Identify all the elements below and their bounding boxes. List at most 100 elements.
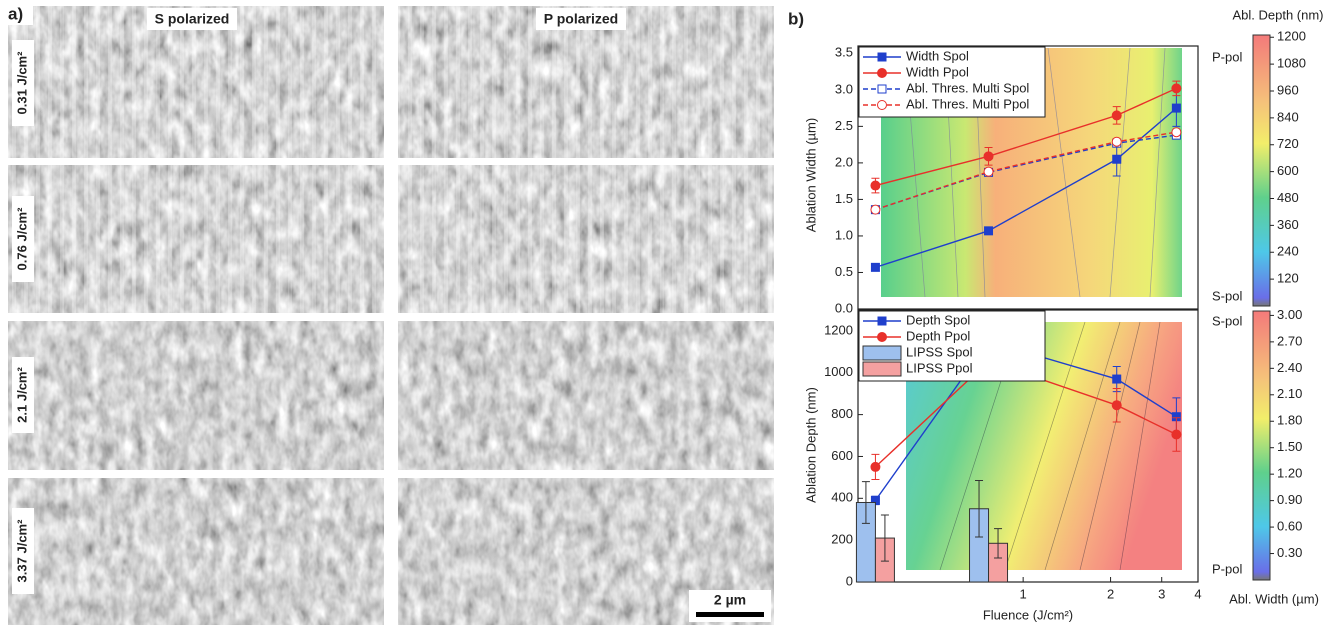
- y-tick-label: 600: [831, 448, 853, 463]
- y-tick-label: 0: [846, 573, 853, 588]
- y-tick-label: 200: [831, 532, 853, 547]
- row-label: 3.37 J/cm²: [14, 519, 29, 583]
- sem-grid: [8, 6, 774, 625]
- colorbar-tick-label: 480: [1277, 190, 1299, 205]
- marker: [1112, 111, 1121, 120]
- sem-image: [8, 165, 384, 313]
- legend-swatch: [863, 346, 901, 360]
- y-axis-label: Ablation Depth (nm): [803, 387, 818, 503]
- legend-label: Width Spol: [906, 48, 969, 63]
- x-tick-label: 3: [1158, 586, 1165, 601]
- panel-label: b): [788, 9, 804, 28]
- colorbar-tick-label: 2.40: [1277, 360, 1302, 375]
- marker: [871, 205, 880, 214]
- colorbar-tick-label: 840: [1277, 109, 1299, 124]
- colorbar-tick-label: 360: [1277, 217, 1299, 232]
- y-tick-label: 1200: [824, 322, 853, 337]
- marker: [1112, 137, 1121, 146]
- legend-label: Abl. Thres. Multi Ppol: [906, 96, 1029, 111]
- colorbar-tick-label: 600: [1277, 163, 1299, 178]
- colorbar-title: Abl. Depth (nm): [1232, 7, 1323, 22]
- x-tick-label: 1: [1020, 586, 1027, 601]
- marker: [871, 263, 879, 271]
- y-tick-label: 800: [831, 406, 853, 421]
- y-tick-label: 1.0: [835, 227, 853, 242]
- right-axis-label: S-pol: [1212, 288, 1242, 303]
- colorbar-tick-label: 1080: [1277, 56, 1306, 71]
- colorbar-tick-label: 1.80: [1277, 413, 1302, 428]
- colorbar-tick-label: 2.10: [1277, 386, 1302, 401]
- column-label: P polarized: [544, 11, 618, 27]
- marker: [871, 462, 880, 471]
- y-axis-label: Ablation Width (µm): [803, 118, 818, 232]
- marker: [1172, 128, 1181, 137]
- colorbar-tick-label: 1.50: [1277, 439, 1302, 454]
- colorbar-tick-label: 0.60: [1277, 519, 1302, 534]
- colorbar-tick-label: 0.30: [1277, 545, 1302, 560]
- sem-image: [8, 478, 384, 625]
- colorbar-tick-label: 1200: [1277, 29, 1306, 44]
- y-tick-label: 1000: [824, 364, 853, 379]
- legend-swatch: [878, 69, 887, 78]
- colorbar: [1253, 311, 1270, 580]
- sem-image: [398, 165, 774, 313]
- legend-swatch: [878, 317, 886, 325]
- marker: [1172, 104, 1180, 112]
- right-axis-label: P-pol: [1212, 561, 1242, 576]
- sem-image: [398, 321, 774, 470]
- legend-swatch: [878, 101, 887, 110]
- marker: [1113, 155, 1121, 163]
- legend-label: Depth Ppol: [906, 328, 970, 343]
- legend-swatch: [878, 53, 886, 61]
- x-tick-label: 2: [1107, 586, 1114, 601]
- colorbar-tick-label: 120: [1277, 271, 1299, 286]
- y-tick-label: 400: [831, 490, 853, 505]
- legend-label: Depth Spol: [906, 312, 970, 327]
- figure: a) S polarized P polarized 0.31 J/cm² 0.…: [0, 0, 1336, 628]
- legend-swatch: [878, 85, 886, 93]
- colorbar-tick-label: 3.00: [1277, 307, 1302, 322]
- row-label: 0.31 J/cm²: [14, 51, 29, 115]
- marker: [985, 227, 993, 235]
- row-label: 2.1 J/cm²: [14, 367, 29, 423]
- colorbar-title: Abl. Width (µm): [1229, 591, 1319, 606]
- legend-label: LIPSS Ppol: [906, 360, 973, 375]
- scale-bar: [696, 612, 764, 617]
- marker: [1113, 375, 1121, 383]
- y-tick-label: 2.5: [835, 118, 853, 133]
- marker: [1112, 401, 1121, 410]
- legend-swatch: [878, 333, 887, 342]
- row-label: 0.76 J/cm²: [14, 207, 29, 271]
- y-tick-label: 0.5: [835, 264, 853, 279]
- legend-swatch: [863, 362, 901, 376]
- colorbar-tick-label: 960: [1277, 82, 1299, 97]
- colorbar-tick-label: 2.70: [1277, 333, 1302, 348]
- colorbar-tick-label: 0.90: [1277, 492, 1302, 507]
- x-axis-label: Fluence (J/cm²): [983, 607, 1073, 622]
- legend-label: Width Ppol: [906, 64, 969, 79]
- y-tick-label: 3.5: [835, 45, 853, 60]
- marker: [984, 167, 993, 176]
- legend-label: LIPSS Spol: [906, 344, 973, 359]
- colorbar-tick-label: 240: [1277, 244, 1299, 259]
- sem-image: [8, 321, 384, 470]
- right-axis-label: P-pol: [1212, 49, 1242, 64]
- marker: [984, 152, 993, 161]
- y-tick-label: 1.5: [835, 191, 853, 206]
- x-tick-label: 4: [1194, 586, 1201, 601]
- marker: [1172, 430, 1181, 439]
- legend-label: Abl. Thres. Multi Spol: [906, 80, 1029, 95]
- colorbar-tick-label: 720: [1277, 136, 1299, 151]
- marker: [1172, 84, 1181, 93]
- y-tick-label: 2.0: [835, 154, 853, 169]
- column-label: S polarized: [155, 11, 230, 27]
- colorbar: [1253, 35, 1270, 306]
- panel-label: a): [8, 4, 23, 23]
- marker: [871, 181, 880, 190]
- colorbar-tick-label: 1.20: [1277, 466, 1302, 481]
- right-axis-label: S-pol: [1212, 313, 1242, 328]
- y-tick-label: 3.0: [835, 81, 853, 96]
- scale-bar-label: 2 µm: [714, 592, 746, 608]
